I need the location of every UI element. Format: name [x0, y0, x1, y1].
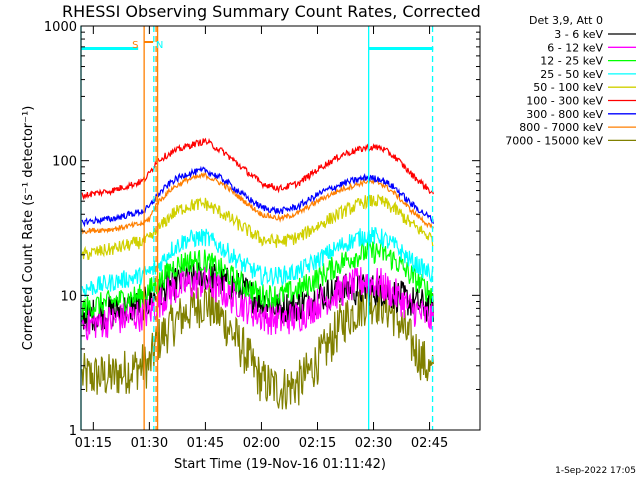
x-tick-label: 01:30	[131, 436, 168, 451]
series-line	[81, 280, 434, 410]
legend-label: 25 - 50 keV	[540, 68, 603, 81]
x-tick-label: 01:15	[75, 436, 112, 451]
y-tick-label: 1000	[44, 20, 77, 35]
legend-label: 100 - 300 keV	[526, 95, 603, 108]
marker-label: S	[132, 40, 138, 51]
legend-label: 12 - 25 keV	[540, 55, 603, 68]
legend-label: 3 - 6 keV	[554, 28, 603, 41]
series-line	[81, 194, 434, 261]
legend-header: Det 3,9, Att 0	[529, 14, 603, 27]
chart-title: RHESSI Observing Summary Count Rates, Co…	[62, 2, 481, 21]
x-tick-label: 02:45	[411, 436, 448, 451]
date-stamp: 1-Sep-2022 17:05	[555, 466, 636, 476]
x-tick-label: 02:15	[299, 436, 336, 451]
legend-label: 7000 - 15000 keV	[505, 134, 603, 147]
y-axis-label: Corrected Count Rate (s⁻¹ detector⁻¹)	[21, 106, 36, 351]
y-tick-label: 100	[52, 155, 77, 170]
series-line	[81, 137, 434, 201]
legend-label: 300 - 800 keV	[526, 108, 603, 121]
x-axis-label: Start Time (19-Nov-16 01:11:42)	[174, 457, 386, 472]
series-line	[81, 165, 434, 228]
marker-label: N	[156, 40, 163, 51]
series-line	[81, 227, 434, 298]
x-tick-label: 02:00	[243, 436, 280, 451]
y-tick-label: 1	[69, 424, 77, 439]
series-line	[81, 239, 434, 320]
legend-label: 50 - 100 keV	[533, 81, 603, 94]
axes: 01:15 01:30 01:45 02:00 02:15 02:30 02:45 1 10 10…	[44, 20, 481, 451]
x-tick-label: 02:30	[355, 436, 392, 451]
y-tick-label: 10	[60, 289, 77, 304]
x-tick-label: 01:45	[187, 436, 224, 451]
legend-label: 6 - 12 keV	[547, 41, 603, 54]
legend-label: 800 - 7000 keV	[519, 121, 603, 134]
plot-frame	[80, 25, 481, 431]
